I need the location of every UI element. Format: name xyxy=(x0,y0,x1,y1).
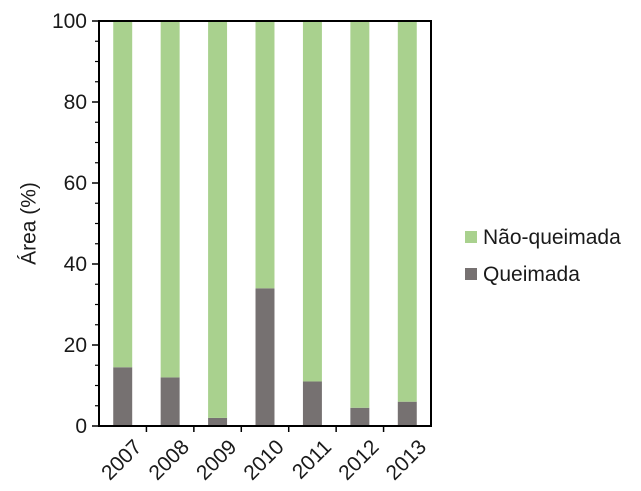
bar-queimada-2008 xyxy=(160,377,180,426)
bar-queimada-2009 xyxy=(208,417,228,426)
legend: Não-queimada Queimada xyxy=(465,226,621,286)
bar-n-o-queimada-2011 xyxy=(302,21,322,382)
y-tick-label-100: 100 xyxy=(52,10,87,33)
y-tick-label-0: 0 xyxy=(75,415,87,438)
bar-queimada-2010 xyxy=(255,288,275,426)
y-axis-title: Área (%) xyxy=(18,182,41,265)
x-tick-label-2008: 2008 xyxy=(145,435,194,484)
y-tick-label-20: 20 xyxy=(64,334,87,357)
bar-n-o-queimada-2010 xyxy=(255,21,275,289)
bar-n-o-queimada-2009 xyxy=(208,21,228,418)
x-tick-label-2013: 2013 xyxy=(382,435,431,484)
bar-queimada-2013 xyxy=(397,401,417,426)
bar-n-o-queimada-2012 xyxy=(350,21,370,408)
x-tick-label-2010: 2010 xyxy=(239,435,288,484)
bar-n-o-queimada-2008 xyxy=(160,21,180,378)
bar-queimada-2007 xyxy=(113,367,133,426)
legend-swatch-n-o-queimada xyxy=(465,231,477,243)
y-axis-ticks: 0 20 40 60 80 100 xyxy=(52,10,99,438)
y-tick-label-80: 80 xyxy=(64,91,87,114)
bar-queimada-2012 xyxy=(350,407,370,426)
plot-frame xyxy=(98,20,432,427)
bar-n-o-queimada-2007 xyxy=(113,21,133,368)
legend-label-n-o-queimada: Não-queimada xyxy=(483,226,621,249)
x-tick-label-2012: 2012 xyxy=(334,435,383,484)
legend-swatch-queimada xyxy=(465,268,477,280)
bars-group xyxy=(113,21,417,426)
x-tick-label-2009: 2009 xyxy=(192,435,241,484)
y-tick-label-60: 60 xyxy=(64,172,87,195)
x-tick-label-2007: 2007 xyxy=(97,435,146,484)
legend-label-queimada: Queimada xyxy=(483,263,580,286)
y-tick-label-40: 40 xyxy=(64,253,87,276)
x-tick-label-2011: 2011 xyxy=(288,435,336,483)
bar-n-o-queimada-2013 xyxy=(397,21,417,402)
bar-queimada-2011 xyxy=(302,381,322,426)
